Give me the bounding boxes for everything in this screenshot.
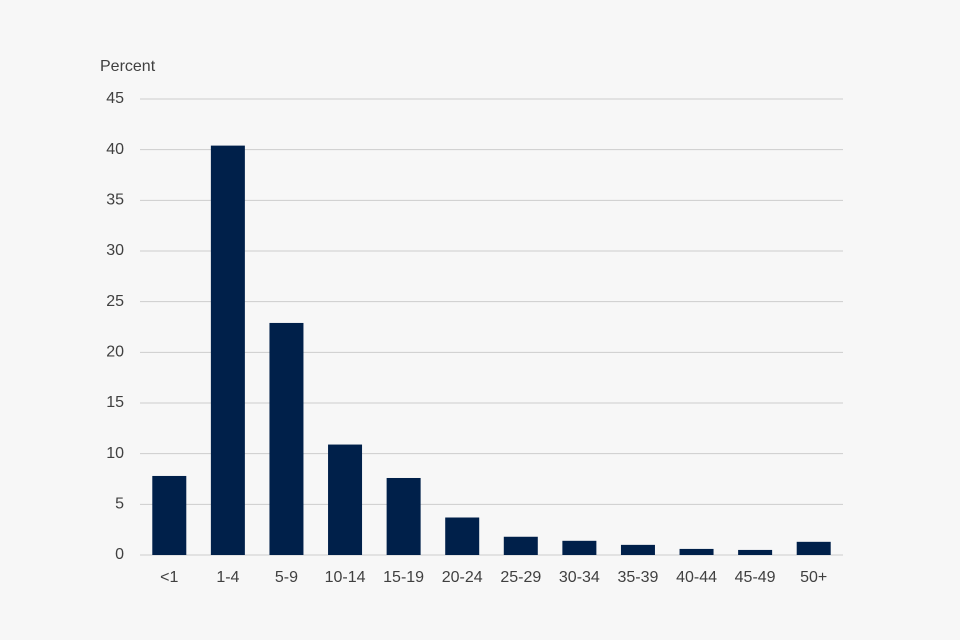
x-tick-label: 15-19 bbox=[383, 569, 424, 586]
bar bbox=[269, 322, 304, 555]
x-tick-label: 1-4 bbox=[216, 569, 239, 586]
bar bbox=[210, 145, 245, 555]
bar bbox=[620, 544, 655, 555]
x-tick-label: 20-24 bbox=[442, 569, 483, 586]
y-tick-label: 45 bbox=[106, 90, 124, 107]
y-tick-label: 25 bbox=[106, 293, 124, 310]
y-tick-label: 20 bbox=[106, 344, 124, 361]
y-tick-label: 5 bbox=[115, 496, 124, 513]
bar bbox=[503, 536, 538, 555]
y-tick-label: 30 bbox=[106, 242, 124, 259]
bar bbox=[738, 549, 773, 555]
x-tick-label: 10-14 bbox=[325, 569, 366, 586]
y-axis-label: Percent bbox=[100, 58, 156, 75]
x-tick-label: 5-9 bbox=[275, 569, 298, 586]
x-tick-label: 30-34 bbox=[559, 569, 600, 586]
x-tick-label: 45-49 bbox=[735, 569, 776, 586]
bar bbox=[386, 477, 421, 555]
y-tick-label: 15 bbox=[106, 394, 124, 411]
y-tick-label: 35 bbox=[106, 192, 124, 209]
x-tick-label: 25-29 bbox=[500, 569, 541, 586]
x-tick-label: <1 bbox=[160, 569, 178, 586]
y-tick-label: 40 bbox=[106, 141, 124, 158]
x-tick-label: 40-44 bbox=[676, 569, 717, 586]
x-tick-label: 35-39 bbox=[617, 569, 658, 586]
bar bbox=[679, 548, 714, 555]
bar bbox=[152, 475, 187, 555]
y-tick-label: 10 bbox=[106, 445, 124, 462]
x-tick-label: 50+ bbox=[800, 569, 827, 586]
bar bbox=[796, 541, 831, 555]
y-tick-label: 0 bbox=[115, 546, 124, 563]
bar bbox=[445, 517, 480, 555]
bar bbox=[562, 540, 597, 555]
bar bbox=[328, 444, 363, 555]
